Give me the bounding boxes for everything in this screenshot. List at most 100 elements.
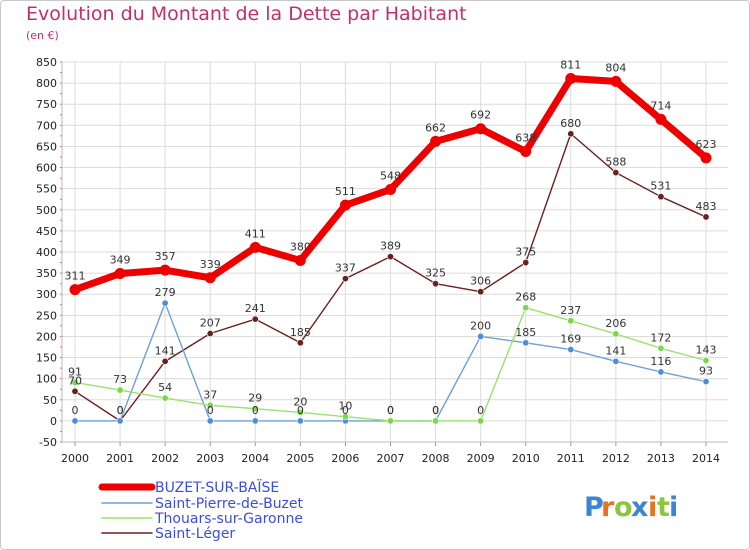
data-point [430,135,442,147]
data-label: 680 [560,117,581,130]
data-label: 141 [155,344,176,357]
logo-letter: i [648,492,657,523]
data-label: 375 [515,246,536,259]
data-label: 531 [650,180,671,193]
data-point [567,346,575,354]
data-point [161,357,169,365]
data-label: 511 [335,185,356,198]
y-tick-label: 500 [36,204,57,217]
data-point [71,417,79,425]
data-label: 623 [696,138,717,151]
x-tick-label: 2012 [602,452,630,465]
y-tick-label: 550 [36,183,57,196]
data-point [567,130,575,138]
y-tick-label: -50 [39,436,57,449]
x-tick-label: 2005 [286,452,314,465]
y-tick-label: 200 [36,330,57,343]
data-point [71,378,79,386]
data-point [655,113,667,125]
logo-letter: P [584,492,604,523]
data-label: 143 [696,344,717,357]
data-label: 306 [470,275,491,288]
data-label: 93 [699,365,713,378]
data-label: 0 [252,404,259,417]
data-label: 0 [342,404,349,417]
legend-entry: Saint-Pierre-de-Buzet [155,496,304,512]
data-label: 483 [696,200,717,213]
data-label: 588 [605,156,626,169]
axes [60,61,728,446]
data-point [385,184,396,196]
data-label: 662 [425,121,446,134]
data-point [296,408,304,416]
data-label: 389 [380,240,401,253]
data-point [341,413,349,421]
data-point [249,241,261,253]
data-point [341,275,349,283]
x-tick-label: 2013 [647,452,675,465]
y-tick-label: 350 [36,267,57,280]
data-point [612,357,620,365]
series-layer [69,72,712,425]
data-point [251,417,259,425]
x-tick-label: 2000 [61,452,89,465]
data-point [251,315,259,323]
data-point [657,344,665,352]
x-tick-label: 2011 [557,452,585,465]
y-tick-label: 850 [36,56,57,69]
y-tick-label: 800 [36,77,57,90]
proxiti-logo: Pr ox i t i [584,492,678,523]
chart-title: Evolution du Montant de la Dette par Hab… [26,3,467,25]
y-tick-label: 250 [36,309,57,322]
data-point [432,280,440,288]
data-point [204,272,216,284]
data-point [432,417,440,425]
data-point [161,394,169,402]
data-label: 37 [203,388,217,401]
data-label: 116 [650,355,671,368]
data-label: 279 [155,286,176,299]
x-tick-label: 2003 [196,452,224,465]
data-point [251,405,259,413]
data-point [520,146,532,158]
logo-letter: r [601,492,615,523]
y-tick-label: 750 [36,98,57,111]
data-point [657,368,665,376]
x-tick-label: 2006 [331,452,359,465]
data-point [206,401,214,409]
data-label: 0 [387,404,394,417]
y-tick-label: 650 [36,140,57,153]
x-tick-label: 2001 [106,452,134,465]
data-label: 411 [245,227,266,240]
x-tick-label: 2004 [241,452,269,465]
data-label: 237 [560,304,581,317]
data-label: 10 [338,400,352,413]
data-point [522,259,530,267]
data-label: 325 [425,267,446,280]
data-label: 169 [560,333,581,346]
data-label: 357 [155,250,176,263]
data-label: 20 [293,395,307,408]
x-axis-ticks: 2000 2001 2002 2003 2004 2005 2006 2007 2008 2009… [61,452,720,465]
data-point [477,332,485,340]
data-point [386,253,394,261]
data-label: 185 [515,326,536,339]
y-tick-label: 450 [36,225,57,238]
data-label: 349 [110,254,131,267]
data-label: 311 [65,270,86,283]
data-point [116,417,124,425]
legend-entry: Saint-Léger [155,526,235,542]
data-label: 268 [515,291,536,304]
y-axis-ticks: -50 0 50 100 150 200 250 300 350 400 450 500 550 600 6… [36,56,57,449]
data-point [702,378,710,386]
data-label: 380 [290,240,311,253]
chart-subtitle: (en €) [26,29,59,42]
data-point [702,213,710,221]
data-point [294,254,306,266]
data-label: 0 [432,404,439,417]
logo-letter: i [669,492,678,523]
x-tick-label: 2007 [377,452,405,465]
data-label: 0 [117,404,124,417]
data-point [386,417,394,425]
